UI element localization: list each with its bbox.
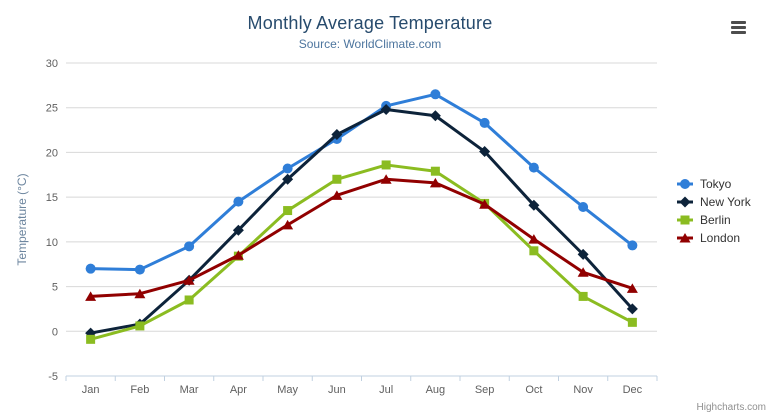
data-point-marker[interactable]: [430, 166, 440, 176]
legend-symbol-marker[interactable]: [679, 233, 691, 243]
y-axis-tick-label: 0: [52, 326, 58, 338]
data-point-marker[interactable]: [529, 246, 539, 256]
data-point-marker[interactable]: [577, 248, 589, 260]
data-point-marker[interactable]: [184, 241, 195, 252]
data-point-marker[interactable]: [332, 174, 342, 184]
data-point-marker[interactable]: [578, 201, 589, 212]
legend-symbol-marker[interactable]: [680, 215, 690, 225]
y-axis-tick-label: 30: [46, 58, 58, 70]
legend-label: London: [700, 231, 740, 245]
legend-label: Berlin: [700, 213, 731, 227]
series-london: [85, 174, 638, 301]
y-axis-tick-label: 15: [46, 192, 58, 204]
legend-symbol-marker[interactable]: [680, 179, 690, 189]
x-axis-tick-label: Feb: [130, 384, 149, 396]
series-new-york: [85, 104, 638, 339]
data-point-marker[interactable]: [184, 295, 194, 305]
chart-subtitle: Source: WorldClimate.com: [298, 37, 442, 51]
data-point-marker[interactable]: [282, 163, 293, 174]
context-menu-button[interactable]: [730, 19, 749, 36]
data-point-marker[interactable]: [134, 288, 146, 299]
x-axis-tick-label: May: [277, 384, 298, 396]
series-line: [89, 177, 634, 298]
legend-label: Tokyo: [700, 177, 732, 191]
y-axis-title: Temperature (°C): [15, 173, 29, 265]
legend-label: New York: [700, 195, 752, 209]
series-tokyo: [85, 89, 638, 275]
series-line: [89, 108, 634, 335]
data-point-marker[interactable]: [627, 240, 638, 251]
data-point-marker[interactable]: [85, 291, 97, 301]
data-point-marker[interactable]: [134, 264, 145, 275]
data-point-marker[interactable]: [626, 303, 638, 315]
data-point-marker[interactable]: [381, 160, 391, 170]
data-point-marker[interactable]: [577, 267, 589, 277]
legend: Tokyo New York Berlin London: [677, 177, 752, 245]
data-point-marker[interactable]: [85, 263, 96, 274]
data-point-marker[interactable]: [479, 117, 490, 128]
data-point-marker[interactable]: [380, 174, 392, 184]
series-line: [89, 163, 634, 341]
data-point-marker[interactable]: [626, 283, 638, 293]
x-axis-tick-label: Jul: [379, 384, 393, 396]
data-point-marker[interactable]: [429, 177, 441, 188]
legend-symbol-marker[interactable]: [679, 196, 691, 208]
data-point-marker[interactable]: [331, 190, 343, 200]
data-point-marker[interactable]: [479, 146, 491, 158]
legend-item-tokyo[interactable]: Tokyo: [677, 177, 732, 191]
y-axis-tick-label: 5: [52, 282, 58, 294]
data-point-marker[interactable]: [528, 199, 540, 211]
data-point-marker[interactable]: [528, 234, 540, 244]
data-point-marker[interactable]: [578, 291, 588, 301]
data-point-marker[interactable]: [135, 321, 145, 331]
data-point-marker[interactable]: [283, 206, 293, 216]
x-axis-tick-label: Aug: [426, 384, 446, 396]
y-axis-tick-label: 20: [46, 147, 58, 159]
data-point-marker[interactable]: [380, 104, 392, 116]
y-axis-tick-label: 10: [46, 237, 58, 249]
x-axis-tick-label: Apr: [230, 384, 247, 396]
x-axis-tick-label: Nov: [573, 384, 593, 396]
x-axis-tick-label: Oct: [525, 384, 542, 396]
credits-link[interactable]: Highcharts.com: [696, 402, 766, 413]
data-point-marker[interactable]: [232, 224, 244, 236]
y-axis-tick-label: -5: [48, 371, 58, 383]
chart-title: Monthly Average Temperature: [247, 13, 493, 33]
x-axis-tick-label: Jun: [328, 384, 346, 396]
data-point-marker[interactable]: [429, 110, 441, 122]
data-point-marker[interactable]: [86, 334, 96, 344]
legend-item-new-york[interactable]: New York: [677, 195, 752, 209]
data-point-marker[interactable]: [233, 196, 244, 207]
data-point-marker[interactable]: [282, 219, 294, 230]
legend-item-london[interactable]: London: [677, 231, 740, 245]
data-point-marker[interactable]: [282, 173, 294, 185]
x-axis-tick-label: Mar: [180, 384, 199, 396]
data-point-marker[interactable]: [528, 162, 539, 173]
legend-item-berlin[interactable]: Berlin: [677, 213, 731, 227]
data-point-marker[interactable]: [232, 250, 244, 260]
data-point-marker[interactable]: [479, 199, 491, 209]
data-point-marker[interactable]: [627, 317, 637, 327]
x-axis-tick-label: Sep: [475, 384, 495, 396]
x-axis-tick-label: Jan: [82, 384, 100, 396]
data-point-marker[interactable]: [183, 275, 195, 285]
y-axis-tick-label: 25: [46, 103, 58, 115]
x-axis-tick-label: Dec: [623, 384, 643, 396]
data-point-marker[interactable]: [430, 89, 441, 100]
data-point-marker[interactable]: [331, 129, 343, 141]
